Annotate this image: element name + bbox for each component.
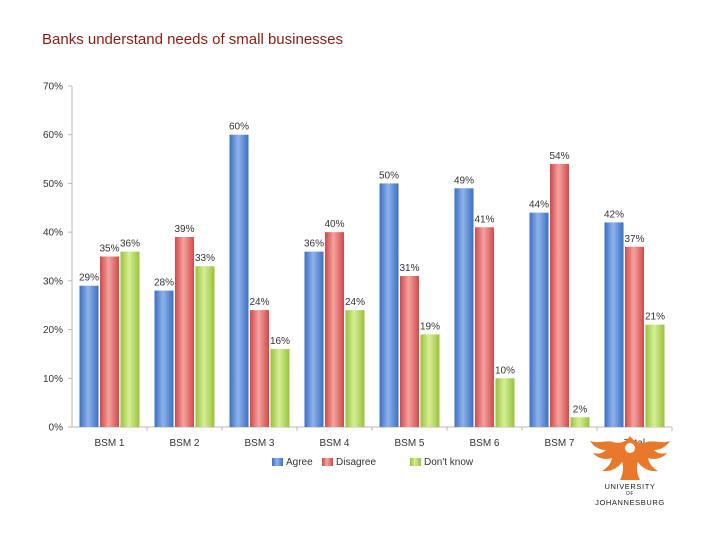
legend-label-disagree: Disagree — [336, 457, 376, 468]
bar-dont-know-1 — [120, 251, 140, 427]
bar-dont-know-6 — [495, 378, 515, 427]
university-logo: UNIVERSITY OF JOHANNESBURG — [580, 428, 680, 518]
bar-dont-know-4 — [345, 310, 365, 427]
bar-agree-2 — [154, 290, 174, 427]
data-label-dont-know-2: 33% — [195, 253, 215, 264]
y-tick-label: 50% — [43, 179, 63, 190]
data-label-dont-know-3: 16% — [270, 336, 290, 347]
y-tick-label: 40% — [43, 228, 63, 239]
bar-disagree-3 — [250, 310, 269, 427]
data-label-disagree-1: 35% — [99, 244, 119, 255]
bar-disagree-5 — [400, 275, 419, 427]
chart-legend: Agree Disagree Don't know — [272, 457, 474, 468]
data-label-disagree-8: 37% — [624, 234, 644, 245]
x-tick-label: BSM 6 — [469, 438, 499, 449]
bar-agree-4 — [304, 251, 324, 427]
bar-disagree-6 — [475, 227, 494, 427]
data-label-dont-know-8: 21% — [645, 312, 665, 323]
legend-label-dont-know: Don't know — [424, 457, 474, 468]
data-label-disagree-2: 39% — [174, 224, 194, 235]
legend-swatch-dont-know — [410, 458, 421, 466]
y-tick-label: 0% — [49, 423, 64, 434]
bar-dont-know-3 — [270, 349, 290, 427]
y-tick-label: 20% — [43, 325, 63, 336]
bar-disagree-8 — [625, 246, 644, 427]
bar-disagree-2 — [175, 237, 194, 427]
legend-swatch-agree — [272, 458, 283, 466]
data-label-agree-8: 42% — [604, 209, 624, 220]
bar-agree-6 — [454, 188, 474, 427]
x-tick-label: BSM 4 — [319, 438, 349, 449]
data-label-agree-3: 60% — [229, 122, 249, 133]
bar-disagree-7 — [550, 163, 569, 427]
legend-swatch-disagree — [322, 458, 333, 466]
x-tick-label: BSM 2 — [169, 438, 199, 449]
x-tick-label: BSM 1 — [94, 438, 124, 449]
y-tick-label: 10% — [43, 374, 63, 385]
bar-dont-know-5 — [420, 334, 440, 427]
data-label-dont-know-1: 36% — [120, 239, 140, 250]
data-label-dont-know-6: 10% — [495, 365, 515, 376]
bar-disagree-4 — [325, 232, 344, 427]
bar-dont-know-7 — [570, 417, 590, 427]
y-tick-label: 60% — [43, 130, 63, 141]
logo-text-line2: OF — [625, 491, 635, 497]
y-tick-label: 30% — [43, 276, 63, 287]
data-label-disagree-3: 24% — [249, 297, 269, 308]
data-label-dont-know-7: 2% — [573, 404, 588, 415]
data-label-agree-4: 36% — [304, 239, 324, 250]
bar-disagree-1 — [100, 256, 119, 427]
slide-title: Banks understand needs of small business… — [42, 31, 344, 48]
data-label-agree-1: 29% — [79, 273, 99, 284]
bar-agree-5 — [379, 183, 399, 427]
logo-text-line3: JOHANNESBURG — [595, 498, 665, 507]
bar-agree-1 — [79, 285, 99, 427]
data-label-dont-know-5: 19% — [420, 321, 440, 332]
x-tick-label: BSM 7 — [544, 438, 574, 449]
data-label-disagree-4: 40% — [324, 219, 344, 230]
data-label-disagree-7: 54% — [549, 151, 569, 162]
data-label-dont-know-4: 24% — [345, 297, 365, 308]
x-tick-label: BSM 5 — [394, 438, 424, 449]
data-label-agree-6: 49% — [454, 175, 474, 186]
bar-dont-know-8 — [645, 324, 665, 427]
bar-agree-3 — [229, 134, 249, 427]
y-tick-label: 70% — [43, 82, 63, 93]
bar-agree-8 — [604, 222, 624, 427]
x-tick-label: BSM 3 — [244, 438, 274, 449]
bar-agree-7 — [529, 212, 549, 427]
data-label-disagree-5: 31% — [399, 263, 419, 274]
bar-dont-know-2 — [195, 266, 215, 427]
logo-emblem-icon — [590, 436, 670, 480]
chart-data-labels: 29%35% 36%28%39%33%60%24%16%36%40%24%50%3… — [79, 122, 665, 416]
data-label-agree-2: 28% — [154, 278, 174, 289]
data-label-disagree-6: 41% — [474, 214, 494, 225]
legend-label-agree: Agree — [286, 457, 313, 468]
data-label-agree-7: 44% — [529, 200, 549, 211]
logo-text-line1: UNIVERSITY — [604, 482, 656, 491]
data-label-agree-5: 50% — [379, 170, 399, 181]
chart-bars — [79, 134, 665, 427]
